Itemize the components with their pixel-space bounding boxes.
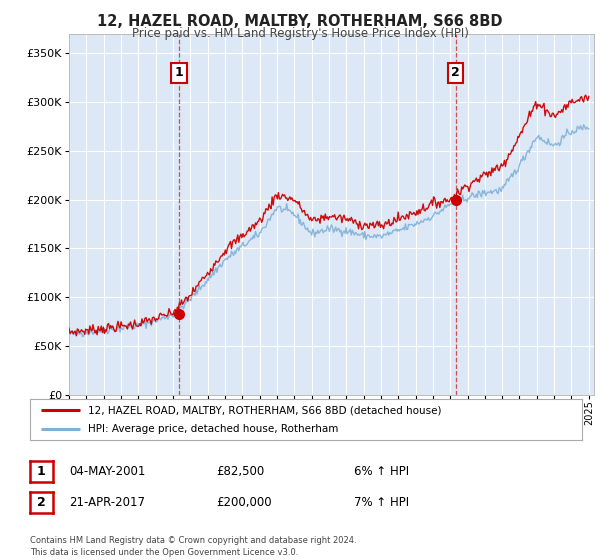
Text: Contains HM Land Registry data © Crown copyright and database right 2024.
This d: Contains HM Land Registry data © Crown c… — [30, 536, 356, 557]
Text: 2: 2 — [37, 496, 46, 509]
Text: 7% ↑ HPI: 7% ↑ HPI — [354, 496, 409, 509]
Text: £82,500: £82,500 — [216, 465, 264, 478]
Text: 2: 2 — [451, 66, 460, 79]
Text: 6% ↑ HPI: 6% ↑ HPI — [354, 465, 409, 478]
Text: 21-APR-2017: 21-APR-2017 — [69, 496, 145, 509]
Text: 12, HAZEL ROAD, MALTBY, ROTHERHAM, S66 8BD (detached house): 12, HAZEL ROAD, MALTBY, ROTHERHAM, S66 8… — [88, 405, 442, 415]
Text: 1: 1 — [37, 465, 46, 478]
Text: Price paid vs. HM Land Registry's House Price Index (HPI): Price paid vs. HM Land Registry's House … — [131, 27, 469, 40]
Text: 1: 1 — [175, 66, 183, 79]
Text: 12, HAZEL ROAD, MALTBY, ROTHERHAM, S66 8BD: 12, HAZEL ROAD, MALTBY, ROTHERHAM, S66 8… — [97, 14, 503, 29]
Text: HPI: Average price, detached house, Rotherham: HPI: Average price, detached house, Roth… — [88, 424, 338, 433]
Text: 04-MAY-2001: 04-MAY-2001 — [69, 465, 145, 478]
Text: £200,000: £200,000 — [216, 496, 272, 509]
